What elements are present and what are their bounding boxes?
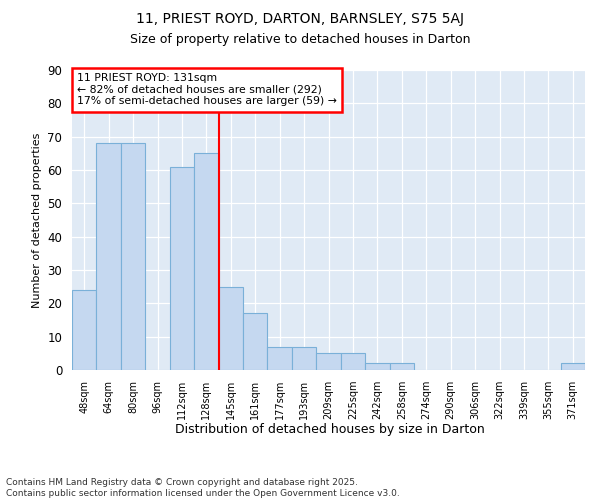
Bar [170,166,194,370]
Bar [97,144,121,370]
Bar [218,286,243,370]
Text: 11 PRIEST ROYD: 131sqm
← 82% of detached houses are smaller (292)
17% of semi-de: 11 PRIEST ROYD: 131sqm ← 82% of detached… [77,73,337,106]
Bar [365,364,389,370]
Y-axis label: Number of detached properties: Number of detached properties [32,132,42,308]
Bar [389,364,414,370]
Bar [560,364,585,370]
Text: Contains HM Land Registry data © Crown copyright and database right 2025.
Contai: Contains HM Land Registry data © Crown c… [6,478,400,498]
Bar [243,314,268,370]
Bar [72,290,97,370]
Bar [121,144,145,370]
Bar [316,354,341,370]
Text: Size of property relative to detached houses in Darton: Size of property relative to detached ho… [130,32,470,46]
Bar [194,154,218,370]
Bar [292,346,316,370]
Bar [268,346,292,370]
Text: 11, PRIEST ROYD, DARTON, BARNSLEY, S75 5AJ: 11, PRIEST ROYD, DARTON, BARNSLEY, S75 5… [136,12,464,26]
Text: Distribution of detached houses by size in Darton: Distribution of detached houses by size … [175,422,485,436]
Bar [341,354,365,370]
